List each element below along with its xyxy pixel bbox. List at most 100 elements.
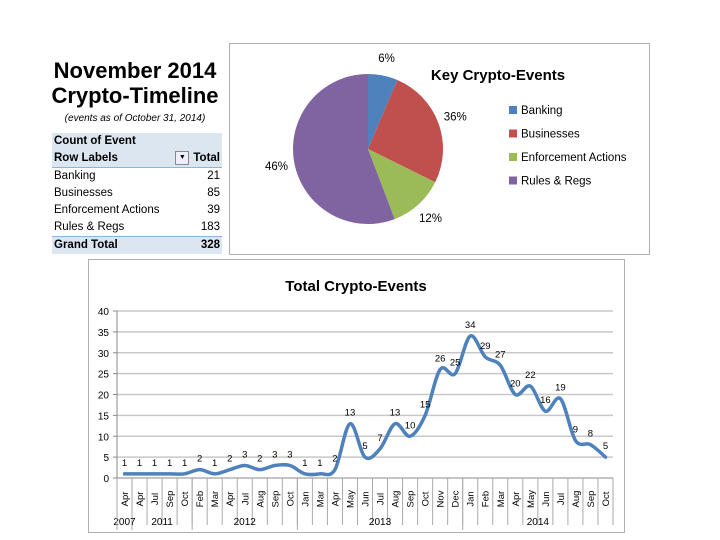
- y-tick-label: 0: [103, 474, 109, 485]
- data-label: 1: [137, 458, 142, 469]
- pie-chart-title: Key Crypto-Events: [431, 67, 565, 84]
- title-line-1: November 2014: [53, 58, 217, 83]
- y-tick-label: 10: [98, 432, 110, 443]
- line-chart-title: Total Crypto-Events: [285, 278, 426, 295]
- pie-slice-label: 12%: [419, 213, 442, 225]
- x-month-label: Feb: [481, 491, 492, 507]
- x-month-label: Mar: [210, 491, 221, 507]
- pivot-table: Count of Event Row Labels ▼ Total Banking…: [52, 133, 222, 254]
- pivot-row: Rules & Regs 183: [52, 219, 222, 236]
- pivot-row-value: 85: [207, 187, 220, 199]
- x-month-label: May: [345, 490, 356, 508]
- pivot-header-row: Row Labels ▼ Total: [52, 150, 222, 168]
- data-label: 3: [272, 449, 277, 460]
- line-chart-panel: Total Crypto-Events 0 5 10 15 20 25 30 35 40 Apr 20…: [88, 259, 625, 533]
- grand-total-label: Grand Total: [54, 239, 118, 251]
- data-label: 10: [405, 420, 416, 431]
- x-year-label: 2012: [234, 517, 257, 528]
- x-month-label: Jul: [376, 493, 387, 505]
- data-label: 5: [362, 441, 367, 452]
- pie-slice-label: 46%: [265, 161, 288, 173]
- data-label: 34: [465, 320, 476, 331]
- x-month-label: Oct: [180, 491, 191, 506]
- x-month-label: Jun: [541, 491, 552, 506]
- data-label: 16: [540, 395, 551, 406]
- x-month-label: Oct: [285, 491, 296, 506]
- x-month-label: Sep: [406, 491, 417, 508]
- x-month-label: Sep: [165, 491, 176, 508]
- line-chart: Total Crypto-Events0510152025303540Apr20…: [98, 278, 614, 530]
- x-month-label: Jul: [556, 493, 567, 505]
- filter-dropdown-icon[interactable]: ▼: [175, 150, 190, 165]
- y-tick-label: 15: [98, 411, 110, 422]
- legend-swatch: [509, 106, 517, 114]
- grand-total-row: Grand Total 328: [52, 236, 222, 254]
- data-label: 8: [588, 429, 593, 440]
- pie-slice-label: 36%: [444, 112, 467, 124]
- x-month-label: Feb: [195, 491, 206, 507]
- legend-swatch: [509, 129, 517, 138]
- data-label: 3: [242, 449, 247, 460]
- pie-slice: [368, 74, 398, 149]
- data-label: 5: [603, 441, 608, 452]
- title-line-2: Crypto-Timeline: [51, 83, 219, 108]
- data-label: 26: [435, 353, 446, 364]
- data-label: 1: [302, 458, 307, 469]
- legend-swatch: [509, 176, 517, 185]
- pivot-row-value: 183: [200, 221, 220, 233]
- x-month-label: Nov: [436, 490, 447, 507]
- x-month-label: May: [526, 490, 537, 508]
- data-label: 15: [420, 399, 431, 410]
- x-month-label: Jan: [300, 491, 311, 506]
- data-label: 13: [345, 408, 356, 419]
- data-label: 2: [257, 454, 262, 465]
- x-month-label: Apr: [511, 492, 522, 507]
- x-month-label: Jul: [240, 493, 251, 505]
- pie-slice: [368, 79, 443, 183]
- legend-label: Banking: [521, 105, 563, 117]
- x-year-label: 2013: [369, 517, 392, 528]
- data-label: 1: [317, 458, 322, 469]
- data-label: 22: [525, 370, 536, 381]
- legend-swatch: [509, 153, 517, 161]
- data-label: 13: [390, 408, 401, 419]
- x-month-label: Sep: [270, 491, 281, 508]
- x-year-label: 2014: [527, 517, 550, 528]
- pivot-row-value: 21: [207, 170, 220, 182]
- pivot-row: Businesses 85: [52, 185, 222, 202]
- pie-slice: [293, 74, 395, 224]
- x-month-label: Sep: [586, 491, 597, 508]
- data-label: 1: [152, 458, 157, 469]
- x-month-label: Mar: [315, 491, 326, 507]
- y-tick-label: 5: [103, 453, 109, 464]
- y-tick-label: 25: [98, 370, 110, 381]
- legend-label: Businesses: [521, 129, 580, 141]
- pie-chart-panel: 6% 36% 12% 46% Key Crypto-Events Banking Busin…: [229, 43, 650, 255]
- y-tick-label: 30: [98, 349, 110, 360]
- x-month-label: Apr: [135, 492, 146, 507]
- data-label: 2: [197, 454, 202, 465]
- data-label: 2: [332, 454, 337, 465]
- pivot-row-label: Businesses: [54, 187, 113, 199]
- x-month-label: Dec: [451, 490, 462, 507]
- x-month-label: Jun: [361, 491, 372, 506]
- x-month-label: Aug: [391, 491, 402, 508]
- data-label: 29: [480, 341, 491, 352]
- legend-label: Enforcement Actions: [521, 152, 627, 164]
- x-month-label: Apr: [225, 492, 236, 507]
- x-year-label: 2007: [113, 517, 136, 528]
- y-tick-label: 35: [98, 328, 110, 339]
- x-month-label: Apr: [120, 492, 131, 507]
- x-year-label: 2011: [151, 517, 173, 528]
- data-label: 3: [287, 449, 292, 460]
- total-header: Total: [193, 152, 220, 164]
- data-label: 9: [573, 424, 578, 435]
- pie-slice: [368, 149, 436, 220]
- data-label: 1: [182, 458, 187, 469]
- data-label: 1: [167, 458, 172, 469]
- pivot-row: Enforcement Actions 39: [52, 202, 222, 219]
- x-month-label: Oct: [601, 491, 612, 506]
- data-label: 2: [227, 454, 232, 465]
- count-of-event-label: Count of Event: [54, 135, 136, 147]
- y-tick-label: 40: [98, 307, 110, 318]
